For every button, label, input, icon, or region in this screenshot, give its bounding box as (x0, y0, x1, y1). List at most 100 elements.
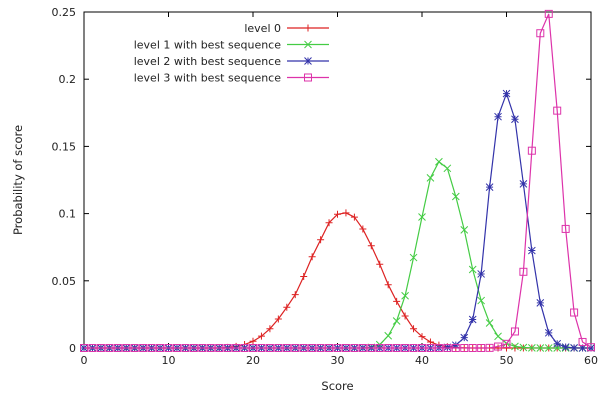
data-point (325, 344, 334, 352)
data-point (536, 344, 545, 352)
data-point (503, 344, 510, 352)
data-point (570, 308, 579, 317)
data-point (291, 291, 299, 299)
data-point (240, 344, 249, 352)
data-point (223, 344, 232, 352)
data-point (587, 344, 595, 352)
data-point (536, 29, 545, 38)
data-point (477, 344, 486, 352)
legend-entry-0: level 0 (244, 22, 329, 35)
data-point (451, 344, 460, 352)
data-point (519, 267, 528, 276)
data-point (392, 317, 401, 325)
data-point (316, 344, 325, 352)
data-point (156, 344, 165, 352)
legend-entry-2: level 2 with best sequence (134, 55, 329, 68)
x-tick-label: 40 (415, 354, 429, 367)
data-point (460, 333, 469, 342)
y-tick-label: 0.1 (59, 208, 77, 221)
data-point (249, 337, 257, 345)
data-point (393, 297, 401, 305)
data-point (304, 73, 312, 82)
data-point (460, 226, 469, 234)
data-point (443, 343, 452, 352)
legend: level 0 level 1 with best sequence level 2… (134, 22, 329, 85)
series-3 (80, 9, 595, 352)
data-point (122, 344, 131, 352)
legend-label: level 3 with best sequence (134, 72, 282, 85)
data-point (553, 339, 562, 348)
data-point (375, 344, 384, 352)
data-point (544, 328, 553, 337)
data-point (350, 213, 358, 221)
legend-label: level 2 with best sequence (134, 55, 282, 68)
data-point (468, 344, 477, 352)
data-point (172, 344, 181, 352)
x-tick-label: 60 (584, 354, 598, 367)
data-point (282, 344, 291, 352)
legend-label: level 1 with best sequence (134, 39, 282, 52)
data-point (358, 344, 367, 352)
data-point (527, 246, 536, 255)
data-point (468, 265, 477, 274)
data-point (274, 344, 283, 352)
data-point (341, 344, 350, 352)
data-point (198, 344, 207, 352)
data-point (578, 337, 587, 346)
data-point (96, 344, 105, 352)
data-point (392, 344, 401, 352)
data-point (274, 315, 282, 323)
data-point (215, 344, 224, 352)
data-point (401, 344, 410, 352)
data-point (527, 146, 536, 155)
data-point (435, 157, 443, 166)
data-point (527, 344, 536, 352)
data-point (561, 224, 570, 233)
x-tick-label: 20 (246, 354, 260, 367)
data-point (232, 344, 241, 352)
data-point (376, 260, 384, 268)
data-point (367, 344, 376, 352)
data-point (257, 332, 265, 340)
legend-entry-3: level 3 with best sequence (134, 72, 329, 85)
data-point (511, 115, 519, 124)
data-point (536, 298, 545, 307)
y-tick-label: 0.05 (52, 275, 77, 288)
data-point (283, 303, 291, 311)
data-point (304, 57, 312, 65)
data-point (468, 315, 477, 324)
data-point (544, 344, 553, 352)
data-point (578, 344, 587, 352)
data-point (485, 343, 494, 352)
series-line (84, 13, 592, 349)
data-point (410, 325, 418, 333)
data-point (113, 344, 122, 352)
data-point (257, 344, 266, 352)
data-point (291, 344, 300, 352)
data-point (494, 342, 503, 351)
data-point (418, 344, 426, 352)
x-tick-label: 10 (162, 354, 176, 367)
data-point (266, 325, 274, 333)
data-point (502, 89, 511, 98)
data-point (451, 341, 460, 350)
data-point (334, 210, 341, 218)
data-point (147, 344, 156, 352)
data-point (443, 164, 452, 173)
data-point (333, 344, 342, 352)
data-point (426, 173, 435, 182)
data-point (502, 339, 511, 348)
data-point (384, 281, 392, 289)
x-tick-label: 30 (331, 354, 345, 367)
data-point (426, 344, 435, 352)
data-point (317, 236, 325, 244)
legend-label: level 0 (244, 22, 281, 35)
y-tick-label: 0.2 (59, 73, 77, 86)
data-point (384, 331, 393, 340)
data-point (570, 344, 578, 352)
data-point (510, 327, 519, 336)
data-point (485, 183, 494, 191)
data-point (401, 291, 409, 300)
data-point (308, 344, 317, 352)
